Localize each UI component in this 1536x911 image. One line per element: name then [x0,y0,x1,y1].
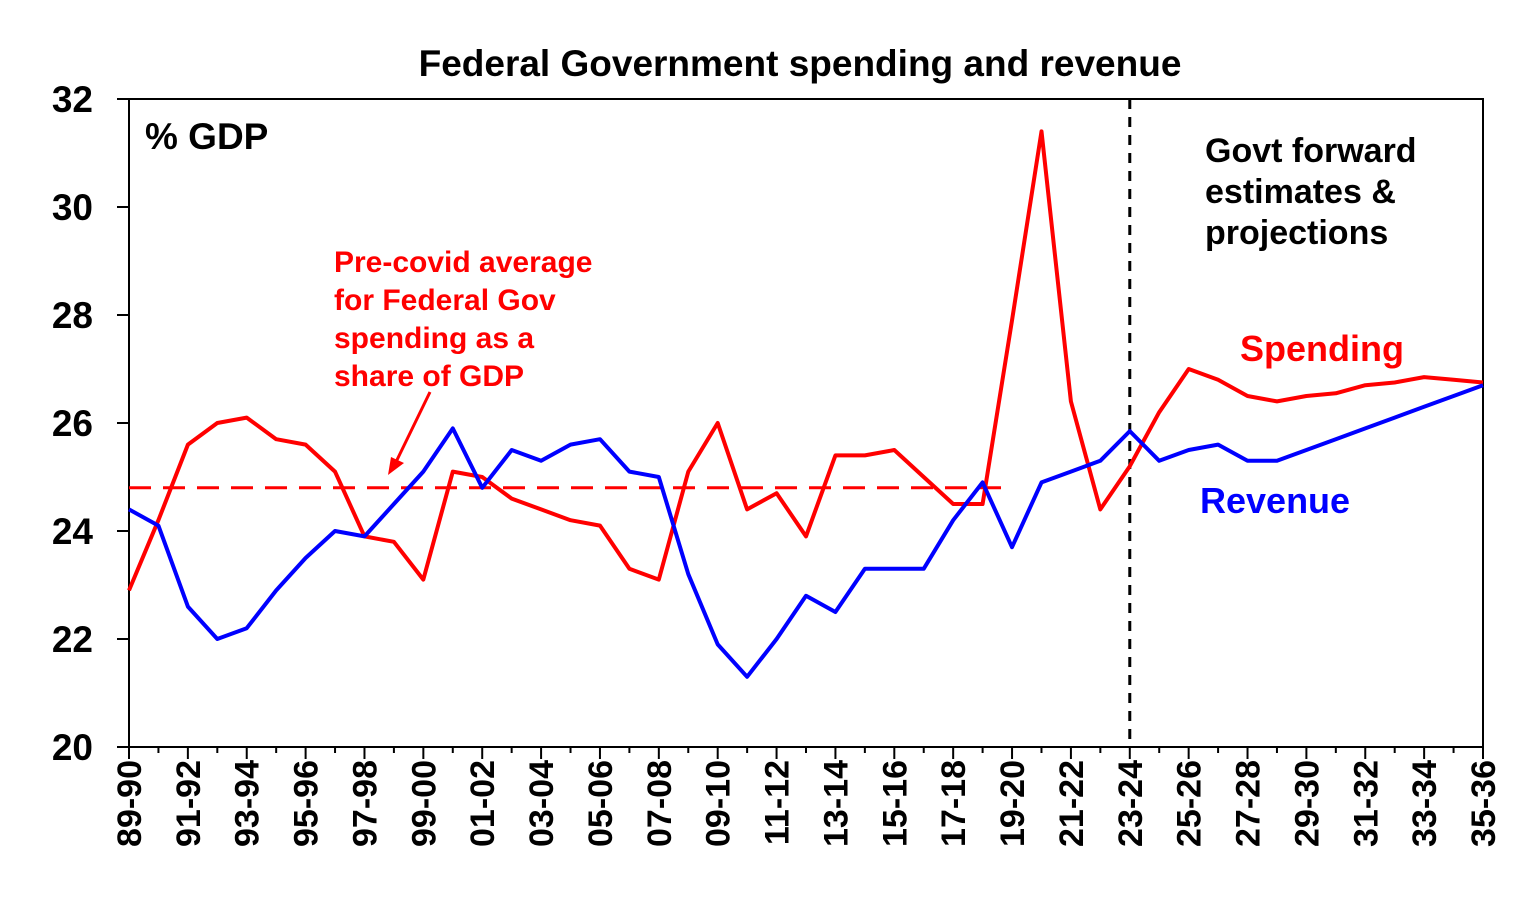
spending-line [127,129,1484,592]
projection-label-line: estimates & [1205,173,1396,211]
x-tick-label: 33-34 [1406,760,1444,847]
x-tick-label: 27-28 [1230,760,1268,847]
x-tick-label: 95-96 [288,760,326,847]
x-tick-label: 99-00 [405,760,443,847]
x-tick-label: 17-18 [935,760,973,847]
x-tick-label: 89-90 [111,760,149,847]
x-tick-label: 91-92 [170,760,208,847]
x-tick-label: 21-22 [1053,760,1091,847]
y-tick-label: 28 [52,295,93,336]
pre-covid-average-label-line: Pre-covid average [334,246,592,279]
x-tick-label: 31-32 [1347,760,1385,847]
y-tick-label: 22 [52,619,93,660]
y-tick-label: 24 [52,511,94,552]
y-axis: 20 22 24 26 28 30 32 [52,79,129,768]
projection-label-line: Govt forward [1205,132,1417,170]
x-tick-label: 97-98 [346,760,384,847]
x-tick-label: 19-20 [994,760,1032,847]
pre-covid-average-label-line: for Federal Gov [334,284,556,317]
projection-label-line: projections [1205,214,1388,252]
y-tick-label: 30 [52,187,93,228]
x-tick-label: 13-14 [817,760,855,847]
y-tick-label: 26 [52,403,93,444]
spending-series-label: Spending [1240,328,1404,369]
x-tick-label: 09-10 [700,760,738,847]
x-tick-label: 29-30 [1288,760,1326,847]
pre-covid-average-label: Pre-covid average for Federal Gov spending… [334,246,592,393]
annotation-arrow [388,391,432,475]
x-tick-label: 35-36 [1465,760,1503,847]
x-tick-label: 07-08 [641,760,679,847]
x-axis: 89-90 91-92 93-94 95-96 97-98 99-00 01-02 03-04… [111,747,1503,847]
pre-covid-average-label-line: spending as a [334,322,534,355]
chart-title: Federal Government spending and revenue [419,43,1182,84]
x-tick-label: 15-16 [876,760,914,847]
x-tick-label: 03-04 [523,760,561,847]
revenue-line [128,383,1484,679]
projection-label: Govt forward estimates & projections [1205,132,1417,252]
plot-area [128,98,1484,748]
x-tick-label: 11-12 [759,760,797,845]
x-tick-label: 01-02 [464,760,502,847]
y-tick-label: 32 [52,79,93,120]
revenue-series-label: Revenue [1200,480,1350,521]
y-unit-label: % GDP [145,116,268,157]
pre-covid-average-label-line: share of GDP [334,360,524,393]
x-tick-label: 23-24 [1112,760,1150,847]
y-tick-label: 20 [52,727,93,768]
x-tick-label: 93-94 [229,760,267,847]
x-tick-label: 05-06 [582,760,620,847]
x-tick-label: 25-26 [1171,760,1209,847]
